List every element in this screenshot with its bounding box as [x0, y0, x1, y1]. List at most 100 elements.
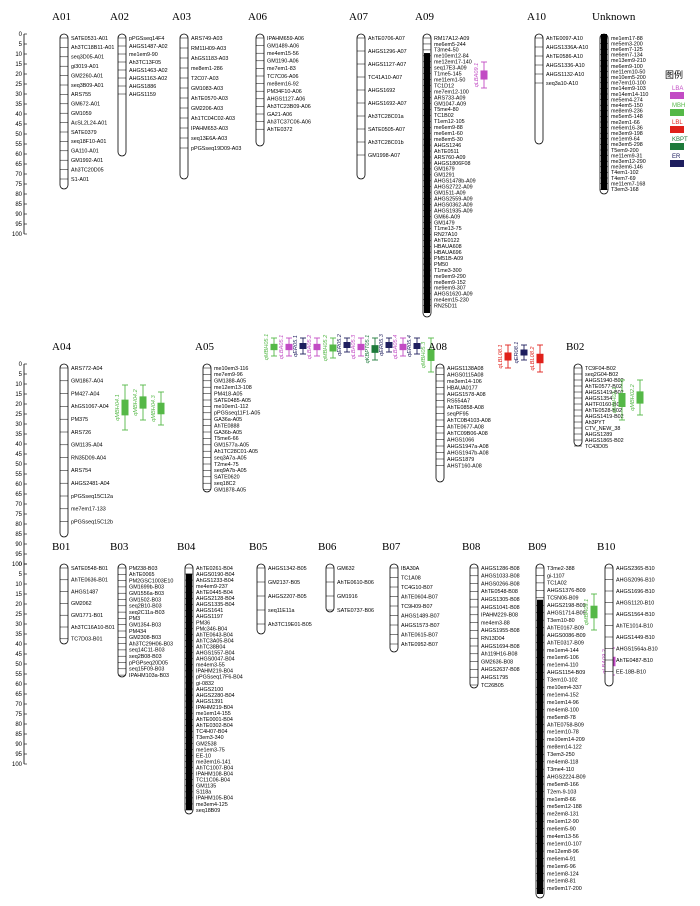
marker-label: EE-18B-B10 [616, 669, 646, 675]
chromosome-bar [573, 363, 583, 447]
qtl-peak-box [357, 343, 365, 351]
group-label: B02 [566, 341, 584, 353]
chromosome-bar [534, 33, 544, 145]
marker-label: S118a [196, 790, 211, 796]
scale-tick-label: 40 [15, 112, 22, 118]
scale-tick-label: 35 [15, 432, 22, 438]
group-label: A04 [52, 341, 71, 353]
marker-label: IPAHM105-B04 [196, 796, 233, 802]
marker-label: IPAHM108-B04 [196, 772, 233, 778]
marker-label: T2em-9-103 [547, 789, 576, 795]
qtl-interval: qLBA05.1 [279, 335, 293, 360]
marker-label: me4em15-230 [434, 298, 469, 304]
marker-label: AhTE0317-B09 [547, 640, 584, 646]
marker-label: AHGS1564a-B10 [616, 646, 658, 652]
marker-label: AHGS1955-B08 [481, 628, 520, 634]
scale-tick-label: 65 [15, 162, 22, 168]
qtl-peak-box [313, 343, 321, 351]
marker-label: AhTE0888 [214, 423, 239, 429]
scale-tick-label: 50 [15, 132, 22, 138]
marker-label: me5em4-274 [611, 97, 643, 103]
qtl-peak-box [343, 342, 351, 348]
qtl-peak-box [618, 393, 626, 407]
marker-label: me4em15-56 [267, 51, 299, 57]
marker-label: T2me4-75 [214, 462, 239, 468]
marker-label: AHGS2481-A04 [71, 481, 110, 487]
qtl-label: qLBA05.2 [307, 334, 313, 359]
marker-label: AHGS1578-A08 [447, 392, 486, 398]
scale-tick-label: 70 [15, 702, 22, 708]
marker-label: AHST160-A08 [447, 463, 482, 469]
group-label: B03 [110, 541, 129, 553]
marker-label: GM1577a-A05 [214, 443, 249, 449]
marker-label: TC7C06-A06 [267, 74, 298, 80]
marker-label: ARS749-A03 [191, 36, 222, 42]
marker-label: AHGS1714-B09 [547, 611, 586, 617]
chromosome-bar [256, 563, 266, 635]
qtl-label: qMBH04.1 [115, 394, 121, 420]
linkage-group-b05: B05 AHGS1342-B05 GM2137-B05 AHGS2207-B05 seq… [249, 541, 312, 635]
scale-tick-label: 60 [15, 482, 22, 488]
marker-label: T5em9-200 [611, 148, 639, 154]
chromosome-bar [59, 363, 69, 538]
linkage-group-b02: B02TC9F04-B02seq2G04-B02AHGS1940-B02AhTE… [566, 341, 644, 450]
marker-label: ARS755 [71, 92, 91, 98]
marker-label: AHGS1806F08 [434, 161, 471, 167]
legend-item-label: ER [672, 154, 681, 160]
marker-label: TC1A02 [547, 581, 567, 587]
group-label: B04 [177, 541, 196, 553]
marker-label: AHGS0362-A09 [434, 202, 473, 208]
marker-label: AHGS1296-A07 [368, 49, 407, 55]
marker-label: RN35D09-A04 [71, 455, 106, 461]
marker-label: me10em5-200 [611, 75, 646, 81]
marker-label: T3me4-50 [434, 48, 459, 54]
linkage-group-b07: B07 IBA30A TC1A08 TC4G10-B07 AhTE0604-B07 TC9… [382, 541, 440, 653]
chromosome-bar [59, 33, 69, 190]
marker-label: AHGS1879 [447, 457, 474, 463]
marker-label: AHGS2207-B05 [268, 594, 307, 600]
scale-tick-label: 65 [15, 492, 22, 498]
marker-label: Ah3PYT [585, 420, 606, 426]
marker-label: GA21-A06 [267, 112, 292, 118]
marker-label: me7em12-100 [434, 89, 469, 95]
marker-label: AhTE0487-B10 [616, 658, 653, 664]
scale-tick-label: 20 [15, 402, 22, 408]
marker-label: me7em10-100 [611, 81, 646, 87]
marker-label: TC4G10-B07 [401, 585, 433, 591]
marker-label: AhTE0577-B02 [585, 384, 622, 390]
marker-label: seq9A7b-A05 [214, 468, 247, 474]
marker-label: AHGS1478b-A09 [434, 179, 476, 185]
marker-label: AhTE0758-B09 [547, 722, 584, 728]
marker-label: AhTC09B06-A08 [447, 431, 488, 437]
qtl-label: qLBA09.1 [474, 63, 480, 88]
marker-label: me10em12-84 [434, 54, 469, 60]
marker-label: AHGS1620-A09 [434, 292, 473, 298]
marker-label: Ah3TC23B09-A06 [267, 104, 311, 110]
marker-label: AhTE0643-B04 [196, 632, 233, 638]
marker-label: seq3A7a-A05 [214, 455, 247, 461]
scale-tick-label: 100 [12, 562, 23, 568]
qtl-peak-box [157, 402, 165, 415]
marker-label: TC11C06-B04 [196, 778, 230, 784]
scale-tick-label: 95 [15, 222, 22, 228]
qtl-label: qLBL08.1 [498, 345, 504, 369]
linkage-group-a08: A08 AHGS1138A08AHGS0115A08me3em14-106HBAU… [428, 341, 544, 483]
marker-label: pPGPseq20D05 [129, 660, 168, 666]
qtl-interval: qMBH05.1 [264, 334, 278, 360]
marker-label: AhTE0372 [267, 127, 292, 133]
marker-label: TC26B05 [481, 683, 504, 689]
scale-tick-label: 70 [15, 502, 22, 508]
marker-label: me8em14-122 [547, 745, 582, 751]
marker-label: GM1388-A05 [214, 379, 246, 385]
marker-label: me6em5-90 [547, 827, 576, 833]
marker-label: GM1992-A01 [71, 158, 103, 164]
marker-label: AHGS1419-B02 [585, 414, 624, 420]
marker-label: AhTE0122 [434, 238, 459, 244]
scale-tick-label: 80 [15, 522, 22, 528]
marker-label: seq3B09-A01 [71, 83, 104, 89]
qtl-label: qLBA05.1 [279, 335, 285, 360]
marker-label: ARS754 [71, 468, 91, 474]
marker-label: AhTE0001-B04 [196, 717, 233, 723]
marker-label: AHGS1041-B08 [481, 605, 520, 611]
marker-label: seq17E3-A09 [434, 66, 467, 72]
